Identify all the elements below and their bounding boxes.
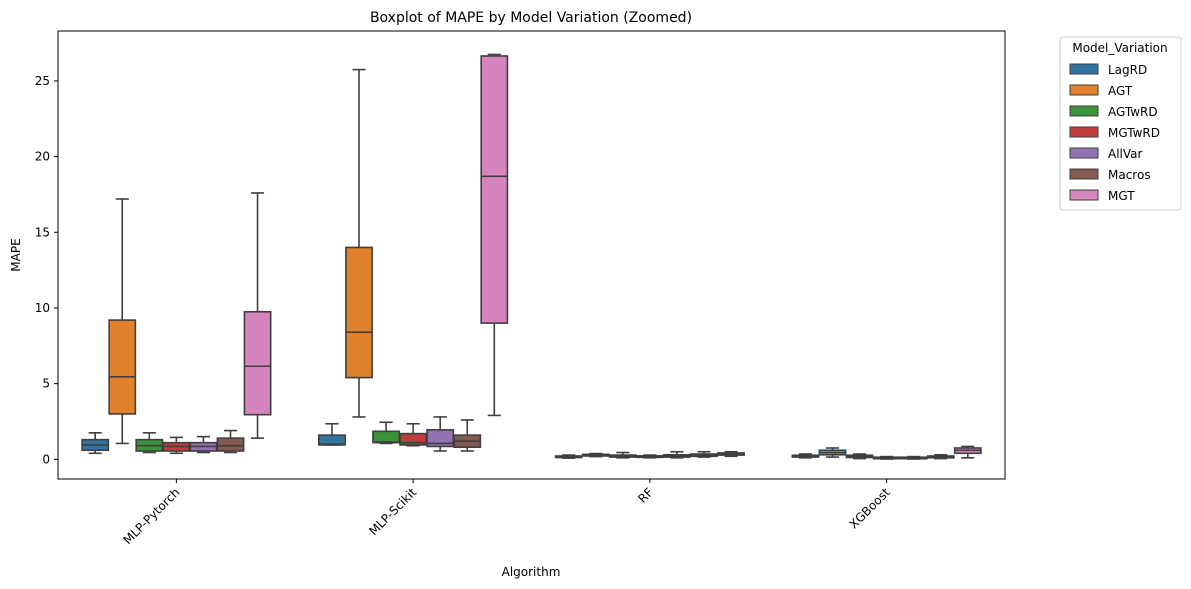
- x-tick-label: MLP-Scikit: [366, 485, 419, 538]
- box-allvar: [663, 450, 691, 459]
- box-allvar: [189, 435, 218, 454]
- box-mgtwrd: [872, 455, 901, 460]
- box-macros: [453, 419, 482, 452]
- box-allvar: [426, 416, 455, 452]
- box-body: [243, 310, 272, 416]
- legend-item: AllVar: [1069, 147, 1143, 161]
- legend-label: MGT: [1108, 189, 1135, 203]
- legend-swatch: [1069, 168, 1099, 180]
- box-mgtwrd: [162, 436, 191, 455]
- box-agtwrd: [845, 453, 874, 460]
- legend-swatch: [1069, 189, 1099, 201]
- box-mgt: [243, 192, 272, 439]
- legend-item: AGTwRD: [1069, 105, 1158, 119]
- box-mgt: [717, 450, 745, 458]
- legend-item: AGT: [1069, 84, 1133, 98]
- legend-swatch: [1069, 147, 1099, 159]
- legend-item: MGTwRD: [1069, 126, 1160, 140]
- chart-title: Boxplot of MAPE by Model Variation (Zoom…: [370, 10, 692, 26]
- box-mgt: [953, 445, 982, 459]
- legend-label: MGTwRD: [1108, 126, 1160, 140]
- box-body: [480, 55, 509, 324]
- legend-label: Macros: [1108, 168, 1151, 182]
- x-axis: MLP-Pytorch MLP-Scikit RF XGBoost: [121, 479, 893, 547]
- box-mgtwrd: [635, 454, 664, 459]
- legend-swatch: [1069, 63, 1099, 75]
- legend-swatch: [1069, 84, 1099, 96]
- box-lagrd: [791, 453, 820, 459]
- box-body: [345, 246, 373, 379]
- box-macros: [690, 450, 718, 458]
- legend-label: AGTwRD: [1108, 105, 1158, 119]
- box-lagrd: [318, 422, 346, 446]
- box-agtwrd: [608, 451, 637, 459]
- box-lagrd: [81, 432, 110, 455]
- box-body: [108, 319, 137, 415]
- x-axis-label: Algorithm: [502, 565, 561, 579]
- box-macros: [926, 453, 955, 460]
- box-agtwrd: [372, 421, 400, 445]
- y-tick-label: 0: [42, 452, 50, 466]
- legend: Model_Variation LagRD AGT AGTwRD MGTwRD AllV…: [1059, 36, 1182, 211]
- legend-item: MGT: [1069, 189, 1135, 203]
- box-agtwrd: [135, 432, 164, 454]
- y-tick-label: 20: [35, 150, 50, 164]
- y-tick-label: 10: [35, 301, 50, 315]
- box-allvar: [899, 455, 928, 460]
- x-tick-label: MLP-Pytorch: [121, 485, 183, 547]
- legend-swatch: [1069, 105, 1099, 117]
- box-body: [426, 429, 455, 448]
- y-tick-label: 25: [35, 74, 50, 88]
- x-tick-label: RF: [635, 485, 656, 506]
- box-lagrd: [554, 454, 583, 459]
- legend-frame: [1059, 36, 1182, 211]
- box-macros: [216, 429, 245, 454]
- box-mgtwrd: [399, 422, 428, 447]
- box-agt: [581, 452, 610, 458]
- y-tick-label: 15: [35, 225, 50, 239]
- y-axis-label: MAPE: [9, 238, 23, 271]
- legend-title: Model_Variation: [1072, 41, 1167, 55]
- plot-area: [81, 53, 982, 460]
- legend-label: AGT: [1108, 84, 1133, 98]
- legend-swatch: [1069, 126, 1099, 138]
- box-body: [399, 432, 428, 446]
- box-agt: [345, 68, 373, 418]
- plot-frame: [57, 30, 1006, 480]
- x-tick-label: XGBoost: [846, 485, 892, 531]
- box-body: [216, 437, 245, 452]
- box-mgt: [480, 53, 509, 417]
- box-agt: [108, 198, 137, 445]
- legend-label: AllVar: [1108, 147, 1143, 161]
- box-body: [372, 430, 400, 444]
- legend-label: LagRD: [1108, 63, 1147, 77]
- box-agt: [818, 447, 847, 458]
- legend-item: Macros: [1069, 168, 1151, 182]
- y-axis: 0 5 10 15 20 25: [35, 74, 58, 466]
- y-tick-label: 5: [42, 377, 50, 391]
- legend-item: LagRD: [1069, 63, 1147, 77]
